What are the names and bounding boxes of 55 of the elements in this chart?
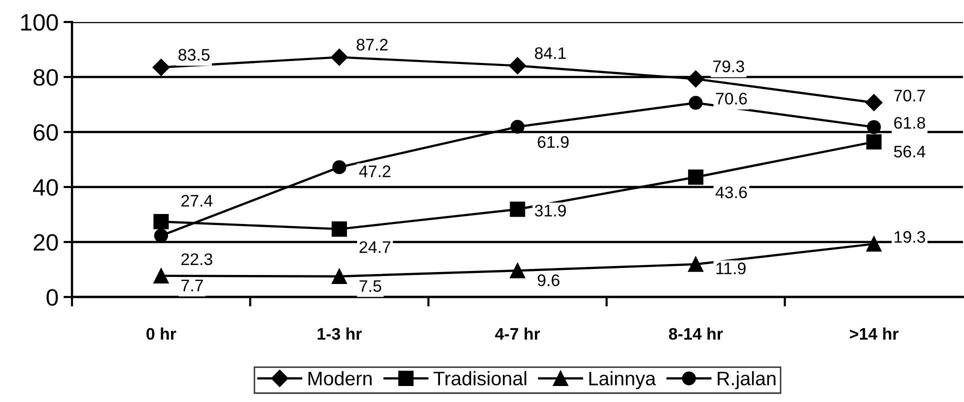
point (508, 57, 526, 74)
point (153, 214, 169, 230)
y-tick-label: 80 (34, 69, 58, 86)
data-label: 70.6 (716, 92, 747, 105)
y-tick-label: 40 (33, 179, 58, 196)
data-label: 61.8 (894, 116, 926, 129)
data-label: 83.5 (178, 48, 210, 61)
legend-label: Tradisional (434, 371, 526, 386)
point (330, 48, 348, 66)
data-label: 87.2 (356, 38, 388, 51)
x-tick-label: 8-14 hr (668, 328, 723, 340)
point (510, 262, 526, 278)
data-label: 61.9 (538, 136, 569, 148)
x-tick-label: >14 hr (850, 328, 898, 340)
point (866, 134, 882, 150)
point (688, 96, 703, 110)
data-label: 22.3 (181, 253, 212, 266)
data-label: 31.9 (534, 204, 566, 217)
point (510, 202, 526, 217)
point (865, 94, 882, 112)
point (510, 120, 524, 134)
legend-label: Lainnya (589, 371, 656, 390)
y-tick-label: 0 (46, 289, 58, 306)
point (332, 160, 346, 174)
legend-label: R.jalan (718, 371, 776, 390)
data-label: 24.7 (360, 241, 390, 253)
point (688, 256, 704, 272)
data-label: 11.9 (716, 262, 746, 274)
data-label: 56.4 (894, 146, 926, 158)
x-tick-label: 1-3 hr (318, 328, 362, 340)
point (332, 221, 347, 237)
point (152, 58, 170, 76)
data-label: 27.4 (181, 194, 212, 207)
point (866, 120, 881, 134)
data-label: 79.3 (713, 60, 744, 72)
data-label: 70.7 (894, 90, 925, 102)
point (866, 236, 882, 252)
data-label: 19.3 (894, 231, 926, 243)
point (154, 228, 168, 243)
data-label: 43.6 (716, 186, 747, 198)
x-tick-label: 0 hr (146, 328, 176, 340)
point (687, 70, 704, 88)
point (153, 268, 169, 284)
data-label: 47.2 (359, 165, 390, 178)
x-tick-label: 4-7 hr (495, 328, 540, 340)
data-label: 7.7 (181, 280, 203, 292)
point (332, 268, 347, 284)
y-tick-label: 60 (34, 124, 58, 141)
y-tick-label: 20 (34, 234, 58, 251)
y-tick-label: 100 (21, 14, 58, 31)
point (688, 169, 704, 185)
data-label: 7.5 (360, 280, 382, 292)
data-label: 84.1 (534, 47, 566, 60)
legend-label: Modern (308, 371, 372, 386)
data-label: 9.6 (538, 274, 560, 286)
